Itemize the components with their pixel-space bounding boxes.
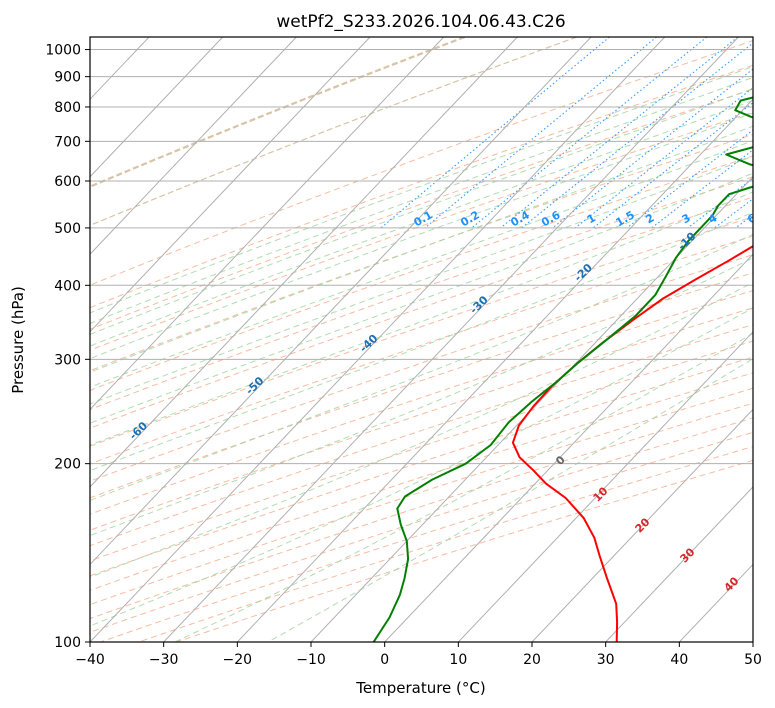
moist-adiabat-line [90, 155, 753, 405]
moist-adiabat-line [90, 233, 753, 501]
isotherm-line [90, 37, 666, 642]
x-tick-label: 40 [670, 652, 688, 668]
y-tick-label: 100 [54, 635, 81, 651]
dry-adiabat-line [90, 307, 753, 531]
isotherm-line [531, 408, 753, 642]
y-axis: 1000 900 800 700 600 500 400 300 200 100 [45, 43, 90, 651]
moist-adiabat-line [90, 172, 753, 424]
moist-adiabat-line [174, 332, 753, 642]
mixing-ratio-line [521, 42, 753, 229]
dry-adiabat-line [90, 235, 753, 465]
mixing-ratio-line [380, 37, 610, 229]
moist-adiabat-line [90, 211, 753, 472]
mixing-ratio-lines [380, 37, 753, 229]
curved-adiabat-line [90, 37, 578, 227]
isotherm-line [384, 253, 753, 642]
y-tick-label: 700 [54, 134, 81, 150]
isotherm-line [605, 486, 753, 642]
mixing-ratio-label: 6 [745, 211, 758, 226]
dewpoint-line [372, 96, 753, 642]
moist-adiabat-line [90, 125, 753, 373]
y-tick-label: 800 [54, 100, 81, 116]
mixing-ratio-line [592, 101, 753, 229]
temperature-line [511, 245, 753, 642]
y-axis-title: Pressure (hPa) [9, 286, 27, 394]
x-tick-label: −30 [149, 652, 179, 668]
moist-adiabat-line [90, 65, 753, 314]
y-tick-label: 900 [54, 70, 81, 86]
dry-adiabat-line [90, 289, 753, 515]
x-axis-title: Temperature (°C) [355, 679, 485, 697]
isotherm-line [90, 37, 592, 566]
y-tick-label: 600 [54, 174, 81, 190]
y-tick-label: 400 [54, 278, 81, 294]
x-axis: −40 −30 −20 −10 0 10 20 30 40 50 [75, 642, 762, 668]
isotherm-line [90, 37, 224, 178]
moist-adiabat-line [90, 307, 753, 627]
moist-adiabat-line [90, 281, 753, 578]
y-tick-label: 200 [54, 457, 81, 473]
x-tick-label: 30 [597, 652, 615, 668]
x-tick-label: 50 [744, 652, 762, 668]
profile-series [372, 96, 753, 642]
x-tick-label: 20 [523, 652, 541, 668]
isotherm-line [236, 98, 753, 642]
moist-adiabat-line [90, 112, 753, 360]
dry-adiabat-line [90, 196, 753, 429]
mixing-ratio-line [687, 177, 753, 229]
plot-frame [89, 36, 754, 643]
isotherm-line [163, 37, 739, 642]
moist-adiabat-line [90, 88, 753, 335]
x-tick-label: −10 [296, 652, 326, 668]
curved-adiabat-lines [90, 37, 578, 227]
dry-adiabat-line [90, 40, 753, 286]
x-tick-label: −20 [223, 652, 253, 668]
isotherm-line [457, 331, 753, 642]
x-tick-label: 10 [449, 652, 467, 668]
x-tick-label: 0 [380, 652, 389, 668]
moist-adiabat-line [90, 76, 753, 324]
y-tick-label: 500 [54, 221, 81, 237]
chart-title: wetPf2_S233.2026.104.06.43.C26 [276, 12, 565, 32]
dry-adiabat-line [90, 64, 753, 309]
isotherm-line [90, 37, 445, 411]
pressure-gridlines [90, 49, 753, 642]
moist-adiabat-line [267, 358, 753, 642]
x-tick-label: −40 [75, 652, 105, 668]
dry-adiabat-line [90, 340, 753, 562]
isotherm-line [90, 37, 371, 333]
mixing-ratio-line [471, 37, 708, 229]
y-tick-label: 1000 [45, 43, 81, 59]
isotherm-line [90, 37, 518, 488]
curved-adiabat-line [90, 37, 466, 188]
mixing-ratio-line [424, 37, 657, 229]
dry-adiabat-line [90, 254, 753, 482]
y-tick-label: 300 [54, 352, 81, 368]
dry-adiabat-line [90, 387, 753, 606]
mixing-ratio-line [500, 37, 739, 229]
isotherm-line [90, 37, 297, 256]
dry-adiabat-line [90, 356, 753, 577]
dry-adiabat-line [90, 88, 753, 330]
